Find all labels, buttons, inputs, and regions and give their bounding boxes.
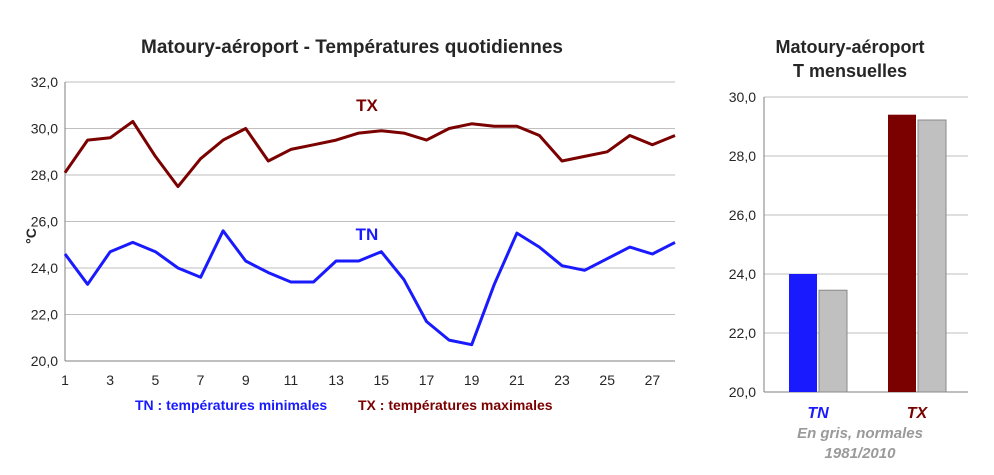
daily-x-tick-label: 19 <box>464 372 480 388</box>
daily-x-tick-label: 27 <box>645 372 661 388</box>
daily-x-tick-label: 23 <box>554 372 570 388</box>
daily-x-tick-label: 17 <box>419 372 435 388</box>
monthly-chart-title-line1: Matoury-aéroport <box>775 37 924 57</box>
daily-chart-gridlines <box>64 81 675 362</box>
monthly-y-tick-label: 24,0 <box>729 266 756 282</box>
daily-y-tick-label: 32,0 <box>31 74 58 90</box>
legend-tx: TX : températures maximales <box>358 397 553 413</box>
monthly-y-tick-label: 30,0 <box>729 89 756 105</box>
normals-note-line2: 1981/2010 <box>825 445 897 462</box>
daily-x-tick-label: 15 <box>374 372 390 388</box>
daily-x-tick-label: 3 <box>106 372 114 388</box>
category-label-tx: TX <box>907 405 929 422</box>
monthly-chart-bars <box>789 114 947 393</box>
legend-tn: TN : températures minimales <box>135 397 327 413</box>
daily-x-tick-label: 7 <box>197 372 205 388</box>
tn-series-label: TN <box>356 225 379 244</box>
category-label-tn: TN <box>807 405 829 422</box>
daily-y-tick-label: 26,0 <box>31 214 58 230</box>
daily-x-tick-label: 13 <box>328 372 344 388</box>
daily-x-tick-label: 1 <box>61 372 69 388</box>
monthly-y-tick-label: 20,0 <box>729 384 756 400</box>
daily-chart-y-axis-label: °C <box>23 228 39 244</box>
monthly-chart-title-line2: T mensuelles <box>793 61 907 81</box>
bar-tx-normal <box>917 119 947 393</box>
daily-x-tick-label: 9 <box>242 372 250 388</box>
tx-series-label: TX <box>356 96 378 115</box>
daily-chart-title: Matoury-aéroport - Températures quotidie… <box>141 37 563 58</box>
normals-note-line1: En gris, normales <box>797 425 923 442</box>
bar-tx-observed <box>888 114 916 392</box>
daily-temperature-chart: Matoury-aéroport - Températures quotidie… <box>23 37 676 413</box>
daily-y-tick-label: 22,0 <box>31 307 58 323</box>
daily-x-tick-label: 21 <box>509 372 525 388</box>
bar-tn-observed <box>789 274 817 392</box>
daily-chart-x-ticks: 1 3 5 7 9 11 13 15 17 19 21 23 25 27 <box>61 372 660 388</box>
monthly-temperature-chart: Matoury-aéroport T mensuelles 20,0 22,0 24… <box>729 37 968 462</box>
series-line-tx <box>63 120 676 189</box>
daily-x-tick-label: 5 <box>151 372 159 388</box>
monthly-y-tick-label: 26,0 <box>729 207 756 223</box>
daily-y-tick-label: 24,0 <box>31 260 58 276</box>
daily-chart-series <box>63 120 676 347</box>
monthly-y-tick-label: 28,0 <box>729 148 756 164</box>
daily-y-tick-label: 30,0 <box>31 121 58 137</box>
monthly-chart-y-ticks: 20,0 22,0 24,0 26,0 28,0 30,0 <box>729 89 756 400</box>
daily-x-tick-label: 25 <box>599 372 615 388</box>
bar-tn-normal <box>818 289 848 393</box>
monthly-y-tick-label: 22,0 <box>729 325 756 341</box>
daily-chart-y-ticks: 20,0 22,0 24,0 26,0 28,0 30,0 32,0 <box>31 74 58 369</box>
daily-y-tick-label: 28,0 <box>31 167 58 183</box>
daily-y-tick-label: 20,0 <box>31 353 58 369</box>
series-line-tn <box>63 229 676 347</box>
daily-x-tick-label: 11 <box>284 372 299 388</box>
